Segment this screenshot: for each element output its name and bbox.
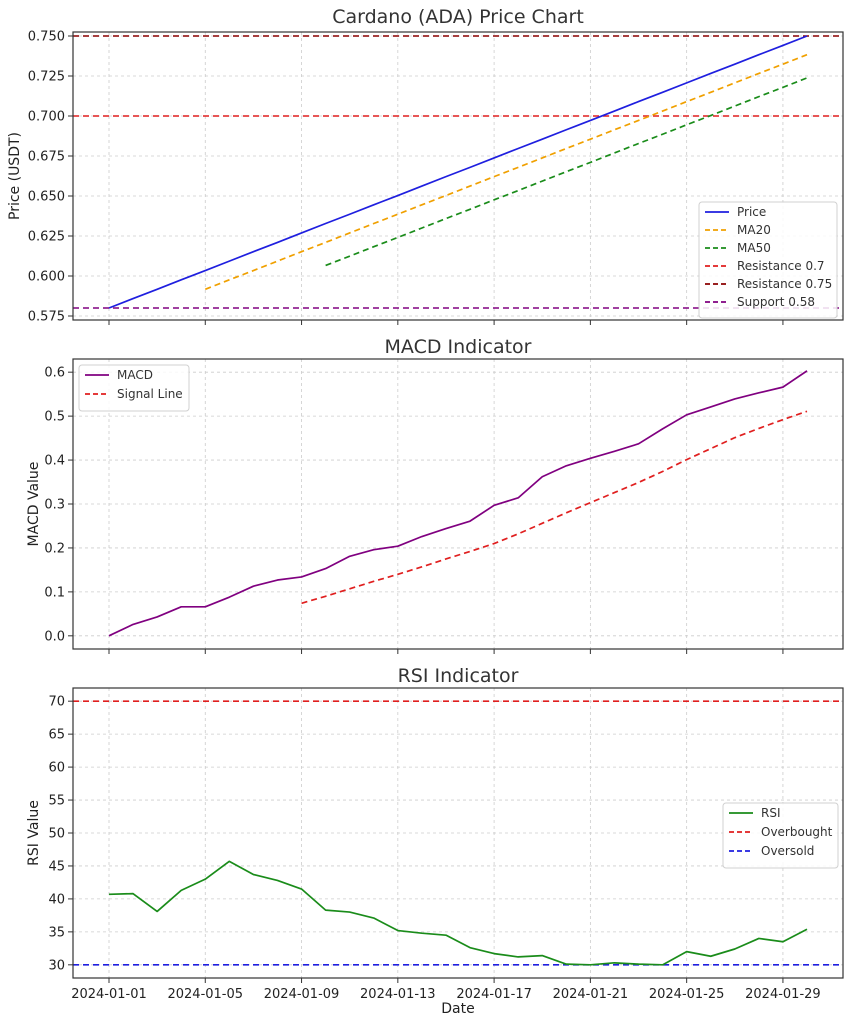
- macd-y-tick-label: 0.3: [44, 498, 65, 513]
- x-axis-label: Date: [441, 1001, 474, 1017]
- macd-series-macd: [108, 370, 808, 637]
- macd-y-tick-label: 0.6: [44, 366, 65, 381]
- rsi-series-rsi: [108, 860, 808, 966]
- rsi-y-tick-label: 45: [48, 859, 65, 874]
- price-y-tick-label: 0.625: [28, 230, 65, 245]
- x-tick-label: 2024-01-29: [745, 987, 821, 1002]
- macd-y-tick-label: 0.0: [44, 629, 65, 644]
- rsi-legend-label-rsi: RSI: [761, 806, 781, 820]
- macd-y-axis-label: MACD Value: [26, 462, 42, 547]
- macd-y-tick-label: 0.5: [44, 410, 65, 425]
- price-y-tick-label: 0.725: [28, 70, 65, 85]
- macd-axes-frame: [72, 358, 844, 650]
- price-legend-label-ma50: MA50: [737, 241, 771, 255]
- rsi-y-tick-label: 30: [48, 958, 65, 973]
- price-y-tick-label: 0.650: [28, 190, 65, 205]
- rsi-y-tick-label: 70: [48, 695, 65, 710]
- rsi-y-tick-label: 60: [48, 761, 65, 776]
- price-series-ma20: [204, 53, 808, 291]
- x-tick-label: 2024-01-05: [167, 987, 243, 1002]
- rsi-chart-panel: RSI Indicator RSI Value 30 35 40 45 50 55 60 65…: [26, 665, 844, 1017]
- rsi-legend-label-oversold: Oversold: [761, 844, 814, 858]
- x-tick-label: 2024-01-17: [456, 987, 532, 1002]
- macd-legend-label-signal-line: Signal Line: [117, 387, 183, 401]
- rsi-y-axis-label: RSI Value: [26, 800, 42, 866]
- macd-chart-panel: MACD Indicator MACD Value 0.0 0.1 0.2 0.3 0.…: [26, 336, 844, 654]
- macd-y-tick-label: 0.2: [44, 541, 65, 556]
- price-y-tick-label: 0.675: [28, 150, 65, 165]
- x-tick-label: 2024-01-13: [360, 987, 436, 1002]
- price-y-axis-label: Price (USDT): [7, 132, 23, 220]
- price-legend-label-resistance-0-7: Resistance 0.7: [737, 259, 825, 273]
- rsi-y-tick-label: 35: [48, 925, 65, 940]
- x-tick-label: 2024-01-21: [553, 987, 629, 1002]
- rsi-y-tick-label: 40: [48, 892, 65, 907]
- price-legend-label-ma20: MA20: [737, 223, 771, 237]
- price-y-tick-label: 0.575: [28, 310, 65, 325]
- price-series-price: [108, 35, 808, 309]
- price-y-tick-label: 0.700: [28, 110, 65, 125]
- x-tick-label: 2024-01-01: [71, 987, 147, 1002]
- rsi-legend-label-overbought: Overbought: [761, 825, 833, 839]
- macd-y-tick-label: 0.4: [44, 454, 65, 469]
- rsi-legend: [722, 802, 839, 869]
- price-legend-label-price: Price: [737, 205, 766, 219]
- macd-legend: [78, 364, 190, 412]
- price-legend: [698, 201, 838, 319]
- macd-series-signal-line: [301, 410, 808, 605]
- price-series-ma50: [325, 77, 808, 267]
- price-y-tick-label: 0.750: [28, 30, 65, 45]
- price-legend-label-support-0-58: Support 0.58: [737, 295, 815, 309]
- macd-legend-label-macd: MACD: [117, 368, 153, 382]
- price-legend-label-resistance-0-75: Resistance 0.75: [737, 277, 832, 291]
- price-axes-frame: [72, 31, 844, 321]
- rsi-y-tick-label: 55: [48, 794, 65, 809]
- rsi-y-tick-label: 50: [48, 827, 65, 842]
- x-tick-label: 2024-01-09: [264, 987, 340, 1002]
- price-chart-title: Cardano (ADA) Price Chart: [332, 6, 584, 28]
- price-chart-panel: Cardano (ADA) Price Chart Price (USDT) 0…: [7, 6, 844, 325]
- macd-chart-title: MACD Indicator: [385, 336, 532, 358]
- rsi-axes-frame: [72, 687, 844, 979]
- rsi-chart-title: RSI Indicator: [398, 665, 519, 687]
- x-tick-label: 2024-01-25: [649, 987, 725, 1002]
- macd-y-tick-label: 0.1: [44, 585, 65, 600]
- rsi-y-tick-label: 65: [48, 728, 65, 743]
- price-y-tick-label: 0.600: [28, 270, 65, 285]
